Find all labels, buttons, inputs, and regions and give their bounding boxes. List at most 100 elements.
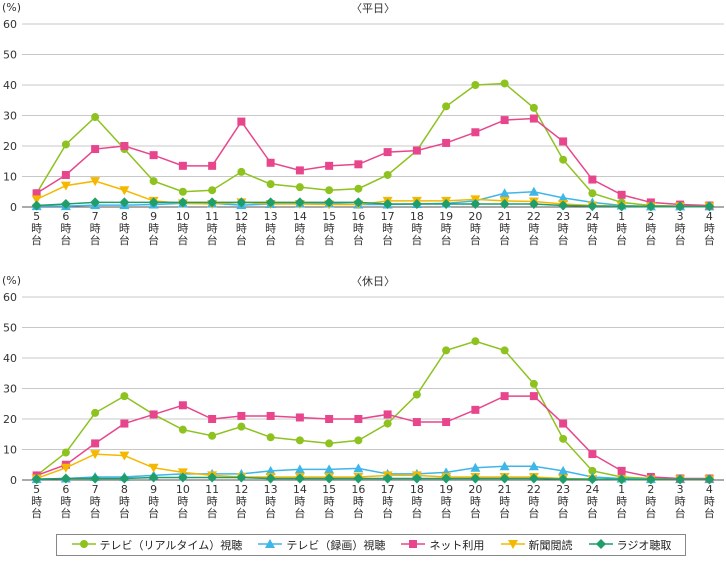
data-point bbox=[31, 474, 42, 485]
x-tick-label: 5 時台 bbox=[31, 210, 42, 247]
data-point bbox=[500, 79, 509, 88]
data-point bbox=[91, 408, 100, 417]
x-tick-label: 17 時台 bbox=[381, 483, 395, 520]
data-point bbox=[442, 346, 451, 355]
data-point bbox=[294, 464, 305, 474]
data-point bbox=[208, 186, 217, 195]
data-point bbox=[325, 439, 334, 448]
data-point bbox=[558, 200, 569, 211]
data-point bbox=[588, 175, 597, 184]
data-point bbox=[32, 189, 41, 198]
data-point bbox=[383, 419, 392, 428]
data-point bbox=[90, 197, 101, 208]
data-point bbox=[617, 190, 626, 199]
chart-title: 〈平日〉 bbox=[351, 2, 395, 15]
y-axis-unit: (%) bbox=[2, 1, 21, 14]
x-tick-label: 4 時台 bbox=[704, 210, 715, 247]
y-axis-unit: (%) bbox=[2, 274, 21, 287]
y-tick-label: 0 bbox=[10, 474, 17, 487]
series-line bbox=[35, 82, 710, 207]
x-tick-label: 12 時台 bbox=[234, 210, 248, 247]
x-tick-label: 17 時台 bbox=[381, 210, 395, 247]
data-point bbox=[471, 128, 480, 137]
x-tick-label: 1 時台 bbox=[616, 483, 627, 520]
data-point bbox=[617, 466, 626, 475]
x-tick-label: 23 時台 bbox=[556, 210, 570, 247]
data-point bbox=[411, 473, 422, 484]
data-point bbox=[442, 418, 451, 427]
data-point bbox=[354, 160, 363, 169]
data-point bbox=[148, 472, 159, 483]
series-line bbox=[36, 340, 710, 480]
data-point bbox=[90, 177, 101, 187]
weekday-chart: 〈平日〉 (%) 0 10 20 30 40 50 60 5 時台 6 時台 7 時台 8 時台 9 時台 10 時台 1… bbox=[2, 1, 724, 247]
data-point bbox=[119, 451, 130, 461]
data-point bbox=[265, 197, 276, 208]
x-tick-label: 12 時台 bbox=[234, 483, 248, 520]
x-tick-label: 21 時台 bbox=[498, 483, 512, 520]
data-point bbox=[324, 197, 335, 208]
x-tick-label: 24 時台 bbox=[585, 483, 599, 520]
legend-item-tv-recorded: テレビ（録画）視聴 bbox=[257, 537, 385, 553]
data-point bbox=[177, 197, 188, 208]
data-point bbox=[60, 198, 71, 209]
data-point bbox=[442, 102, 451, 111]
chart-area: 〈平日〉 (%) 0 10 20 30 40 50 60 5 時台 6 時台 7 時台 8 時台 9 時台 10 時台 1… bbox=[2, 1, 724, 520]
data-point bbox=[559, 155, 568, 164]
data-point bbox=[500, 116, 509, 125]
data-point bbox=[529, 379, 538, 388]
legend-point bbox=[595, 538, 606, 549]
data-point bbox=[588, 189, 597, 198]
legend-point bbox=[79, 539, 88, 548]
x-tick-label: 10 時台 bbox=[176, 483, 190, 520]
legend-marker bbox=[588, 538, 613, 549]
data-point bbox=[470, 473, 481, 484]
x-tick-label: 13 時台 bbox=[264, 210, 278, 247]
y-tick-label: 40 bbox=[3, 352, 17, 365]
data-point bbox=[61, 448, 70, 457]
data-point bbox=[558, 474, 569, 485]
data-point bbox=[265, 473, 276, 484]
x-tick-label: 14 時台 bbox=[293, 483, 307, 520]
x-tick-label: 22 時台 bbox=[527, 483, 541, 520]
x-tick-label: 16 時台 bbox=[351, 483, 365, 520]
series-line bbox=[36, 395, 710, 480]
x-tick-label: 13 時台 bbox=[264, 483, 278, 520]
data-point bbox=[178, 187, 187, 196]
data-point bbox=[91, 113, 100, 122]
data-point bbox=[61, 170, 70, 179]
data-point bbox=[383, 148, 392, 157]
y-tick-label: 0 bbox=[10, 201, 17, 214]
x-tick-label: 11 時台 bbox=[205, 483, 219, 520]
data-point bbox=[119, 473, 130, 484]
data-point bbox=[587, 474, 598, 485]
data-point bbox=[382, 473, 393, 484]
legend-item-radio: ラジオ聴取 bbox=[588, 537, 671, 553]
data-point bbox=[31, 200, 42, 211]
x-tick-label: 11 時台 bbox=[205, 210, 219, 247]
legend-square-icon bbox=[400, 538, 429, 553]
data-point bbox=[265, 465, 276, 475]
data-point bbox=[148, 463, 159, 473]
legend-label: ネット利用 bbox=[429, 539, 485, 552]
x-tick-label: 15 時台 bbox=[322, 483, 336, 520]
legend-marker bbox=[71, 539, 96, 548]
data-point bbox=[529, 103, 538, 112]
data-point bbox=[528, 186, 539, 196]
data-point bbox=[442, 138, 451, 147]
legend-item-tv-realtime: テレビ（リアルタイム）視聴 bbox=[71, 537, 242, 553]
data-point bbox=[529, 392, 538, 401]
data-point bbox=[645, 201, 656, 212]
data-point bbox=[208, 415, 217, 423]
data-point bbox=[471, 337, 480, 346]
data-point bbox=[237, 167, 246, 176]
data-point bbox=[325, 415, 334, 423]
x-tick-label: 6 時台 bbox=[60, 210, 71, 247]
holiday-chart: 〈休日〉 (%) 0 10 20 30 40 50 60 5 時台 6 時台 7 時台 8 時台 9 時台 10 時台 1… bbox=[2, 274, 724, 520]
data-point bbox=[528, 198, 539, 209]
data-point bbox=[559, 419, 568, 428]
data-point bbox=[208, 161, 217, 170]
x-tick-label: 8 時台 bbox=[119, 483, 130, 520]
data-point bbox=[295, 183, 304, 192]
